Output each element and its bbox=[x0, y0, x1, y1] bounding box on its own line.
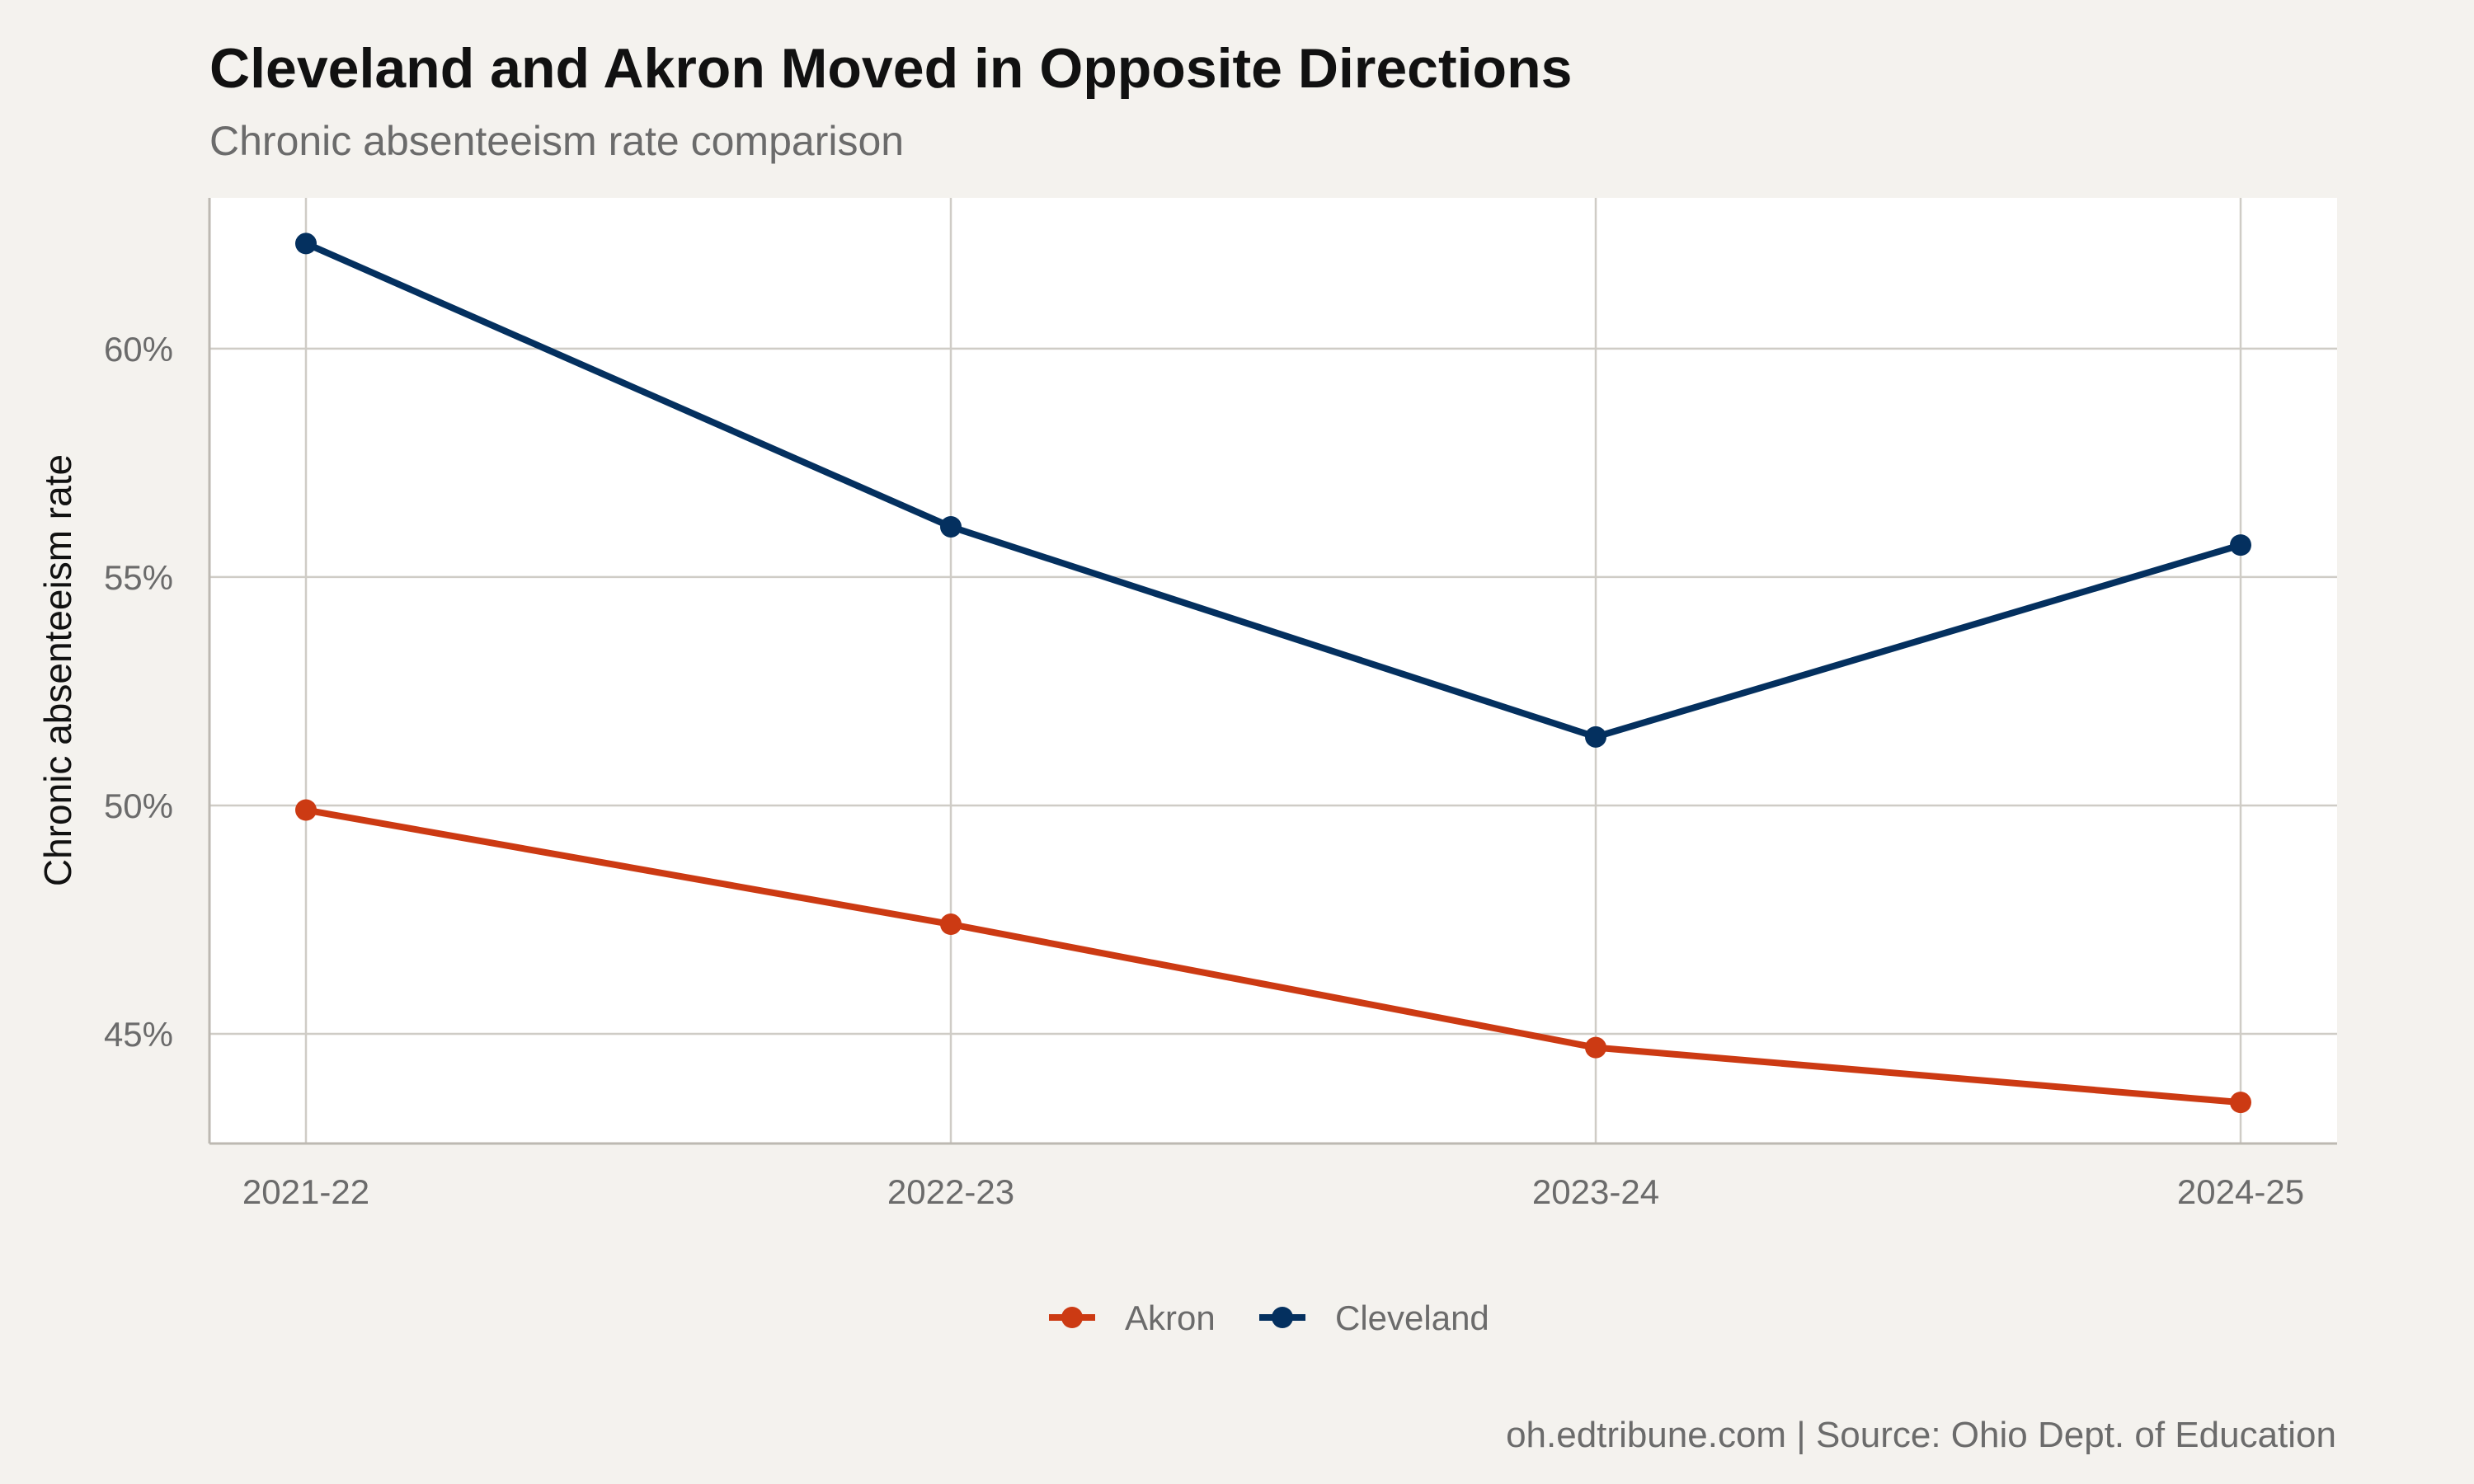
y-tick-label-1: 50% bbox=[104, 787, 173, 825]
legend-key-point-akron bbox=[1061, 1307, 1083, 1328]
data-point-cleveland-0 bbox=[295, 232, 317, 255]
data-point-cleveland-1 bbox=[940, 515, 962, 538]
legend: Akron Cleveland bbox=[1049, 1298, 1489, 1337]
data-point-akron-0 bbox=[295, 799, 317, 821]
data-point-akron-3 bbox=[2230, 1092, 2251, 1114]
y-axis-title: Chronic absenteeism rate bbox=[36, 454, 79, 886]
chart-title: Cleveland and Akron Moved in Opposite Di… bbox=[209, 37, 1573, 100]
legend-label-cleveland: Cleveland bbox=[1335, 1298, 1489, 1337]
y-tick-label-0: 45% bbox=[104, 1015, 173, 1054]
series-line-cleveland bbox=[303, 240, 2244, 740]
y-tick-label-3: 60% bbox=[104, 330, 173, 369]
legend-label-akron: Akron bbox=[1125, 1298, 1216, 1337]
axes bbox=[208, 198, 2337, 1145]
series-group bbox=[295, 232, 2251, 1114]
x-tick-label-1: 2022-23 bbox=[887, 1172, 1014, 1211]
source-caption: oh.edtribune.com | Source: Ohio Dept. of… bbox=[1506, 1415, 2336, 1455]
x-tick-label-0: 2021-22 bbox=[242, 1172, 369, 1211]
data-point-cleveland-2 bbox=[1585, 726, 1606, 748]
x-tick-label-3: 2024-25 bbox=[2177, 1172, 2304, 1211]
x-tick-label-2: 2023-24 bbox=[1532, 1172, 1659, 1211]
y-tick-label-2: 55% bbox=[104, 558, 173, 597]
tick-labels: 45% 50% 55% 60% 2021-22 2022-23 2023-24 2024-25 bbox=[104, 330, 2304, 1211]
data-point-cleveland-3 bbox=[2230, 534, 2251, 556]
data-point-akron-1 bbox=[940, 913, 962, 936]
series-line-akron bbox=[303, 806, 2244, 1106]
legend-key-point-cleveland bbox=[1272, 1307, 1293, 1328]
data-point-akron-2 bbox=[1585, 1036, 1606, 1059]
chart-subtitle: Chronic absenteeism rate comparison bbox=[209, 118, 905, 164]
gridlines bbox=[209, 198, 2337, 1144]
